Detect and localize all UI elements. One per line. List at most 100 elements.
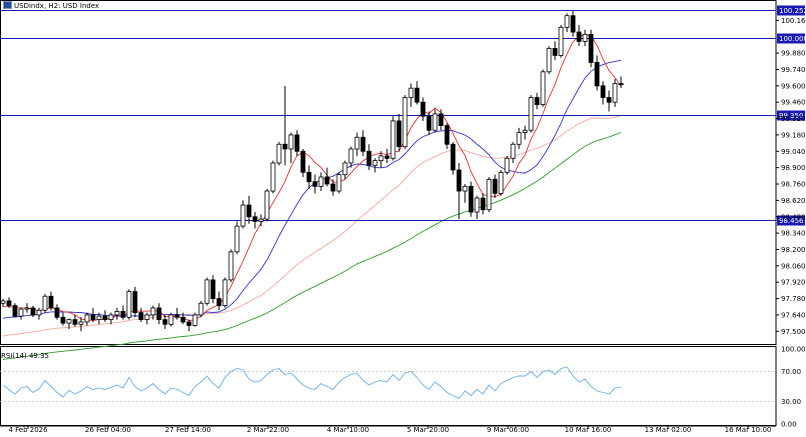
candle-body: [522, 129, 528, 133]
candle-body: [24, 307, 30, 310]
price-tick-label: 99.040: [781, 148, 806, 156]
candle-body: [354, 136, 360, 150]
rsi-tick-label: 70.00: [781, 368, 801, 376]
candle-body: [384, 155, 390, 159]
candle-body: [372, 160, 378, 166]
candlesticks: [0, 11, 624, 332]
candle-body: [360, 136, 366, 152]
candle-body: [66, 319, 72, 324]
candle-body: [564, 15, 570, 28]
candle-body: [618, 83, 624, 86]
price-tick-label: 99.180: [781, 131, 806, 139]
candle-body: [264, 190, 270, 220]
candle-body: [30, 307, 36, 316]
horizontal-levels[interactable]: 100.252 100.008 99.350 98.456: [0, 5, 806, 226]
candle-body: [414, 87, 420, 103]
candle-body: [432, 113, 438, 131]
candle-body: [270, 162, 276, 192]
candle-body: [84, 314, 90, 323]
chart-header: USDindx, H2: USD Index: [3, 1, 99, 10]
candle-body: [0, 300, 6, 304]
price-tick-label: 97.920: [781, 279, 806, 287]
candle-body: [318, 176, 324, 187]
candle-body: [36, 309, 42, 316]
candle-body: [444, 125, 450, 145]
candle-body: [342, 162, 348, 176]
candle-body: [72, 319, 78, 325]
candle-body: [180, 316, 186, 323]
candle-body: [462, 185, 468, 192]
candle-body: [258, 218, 264, 222]
candle-body: [456, 169, 462, 192]
price-tick-label: 99.320: [781, 115, 806, 123]
header-separator: ,: [43, 2, 47, 10]
time-tick-label: 4 Mar 10:00: [327, 426, 369, 434]
candle-body: [582, 33, 588, 42]
candle-body: [552, 48, 558, 56]
price-tick-label: 97.640: [781, 311, 806, 319]
candle-body: [546, 48, 552, 73]
level-label-bg: [777, 215, 805, 226]
candle-body: [402, 97, 408, 148]
ma-mid-line: [2, 59, 622, 319]
candle-body: [192, 314, 198, 326]
candle-body: [144, 314, 150, 321]
price-tick-label: 98.760: [781, 181, 806, 189]
candle-body: [540, 71, 546, 105]
chart-frame: [0, 0, 777, 427]
candle-body: [6, 300, 12, 306]
candle-body: [510, 143, 516, 159]
candle-body: [102, 315, 108, 321]
symbol-description: USD Index: [62, 2, 100, 10]
candle-body: [450, 143, 456, 171]
level-label-bg: [777, 5, 805, 16]
timeframe: H2: [48, 2, 59, 10]
candle-body: [306, 171, 312, 183]
candle-body: [366, 150, 372, 166]
price-tick-label: 97.780: [781, 295, 806, 303]
candle-body: [438, 113, 444, 126]
rsi-label: RSI(14) 49.35: [1, 352, 50, 360]
candle-body: [168, 314, 174, 325]
candle-body: [228, 251, 234, 281]
candle-body: [426, 115, 432, 131]
moving-averages: [2, 33, 622, 360]
candle-body: [234, 225, 240, 253]
candle-body: [114, 311, 120, 316]
axes: 100.16099.88099.74099.60099.46099.32099.…: [8, 17, 806, 434]
time-tick-label: 5 Mar 20:00: [407, 426, 449, 434]
level-label: 100.252: [779, 7, 806, 15]
candle-body: [90, 314, 96, 321]
candle-body: [162, 319, 168, 325]
price-tick-label: 98.480: [781, 213, 806, 221]
candle-body: [396, 120, 402, 148]
candle-body: [504, 157, 510, 173]
candle-body: [96, 315, 102, 321]
price-tick-label: 98.900: [781, 164, 806, 172]
candle-body: [408, 87, 414, 98]
time-tick-label: 2 Mar 22:00: [247, 426, 289, 434]
candle-body: [60, 316, 66, 324]
candle-body: [600, 85, 606, 98]
candle-body: [186, 321, 192, 326]
candle-body: [612, 83, 618, 103]
candle-body: [54, 307, 60, 318]
time-tick-label: 26 Feb 04:00: [85, 426, 131, 434]
candle-body: [486, 178, 492, 211]
candle-body: [576, 31, 582, 42]
price-tick-label: 99.600: [781, 82, 806, 90]
level-label-bg: [777, 110, 805, 121]
candle-body: [48, 295, 54, 309]
candle-body: [156, 307, 162, 321]
candle-body: [222, 279, 228, 306]
candle-body: [18, 308, 24, 317]
candle-body: [246, 204, 252, 218]
candle-body: [138, 312, 144, 321]
candle-body: [282, 143, 288, 150]
candle-body: [570, 15, 576, 33]
candle-body: [126, 291, 132, 318]
candle-body: [108, 314, 114, 321]
candle-body: [210, 279, 216, 299]
